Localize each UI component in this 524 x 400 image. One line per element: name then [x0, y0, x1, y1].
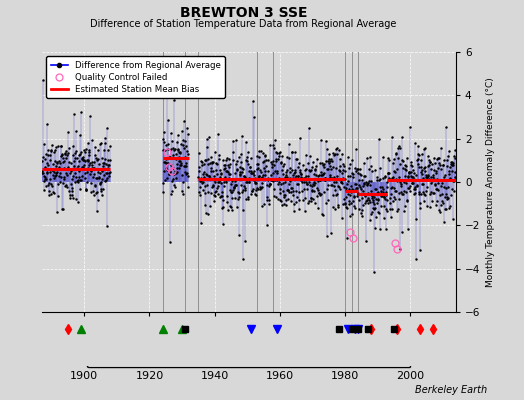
Text: Berkeley Earth: Berkeley Earth	[415, 385, 487, 395]
Y-axis label: Monthly Temperature Anomaly Difference (°C): Monthly Temperature Anomaly Difference (…	[486, 77, 495, 287]
Text: BREWTON 3 SSE: BREWTON 3 SSE	[180, 6, 308, 20]
Text: Difference of Station Temperature Data from Regional Average: Difference of Station Temperature Data f…	[91, 19, 397, 29]
Legend: Difference from Regional Average, Quality Control Failed, Estimated Station Mean: Difference from Regional Average, Qualit…	[46, 56, 225, 98]
Legend: Station Move, Record Gap, Time of Obs. Change, Empirical Break: Station Move, Record Gap, Time of Obs. C…	[88, 352, 410, 368]
